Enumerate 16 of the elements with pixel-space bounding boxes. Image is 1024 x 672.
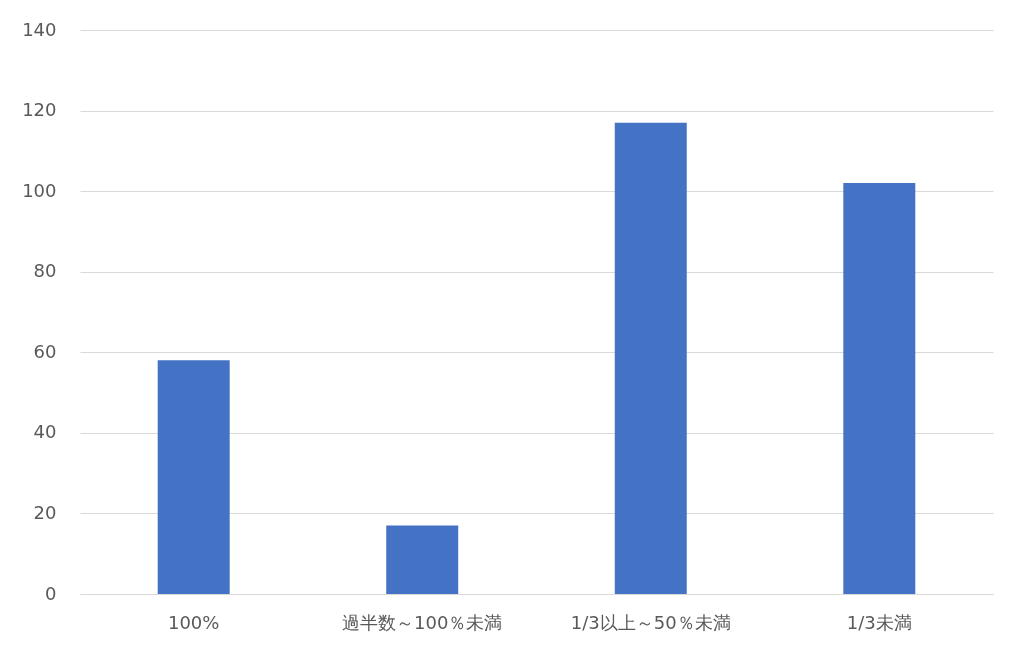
y-tick-label: 80 (33, 260, 57, 282)
bar (157, 360, 230, 594)
bar (843, 183, 916, 594)
bar (386, 525, 459, 594)
x-tick-label: 過半数～100％未満 (342, 611, 503, 633)
y-tick-label: 40 (33, 421, 57, 443)
y-tick-label: 100 (22, 179, 57, 201)
y-tick-label: 60 (33, 340, 57, 362)
x-tick-label: 1/3以上～50％未満 (570, 611, 731, 633)
y-tick-label: 0 (45, 582, 57, 604)
y-tick-label: 140 (22, 18, 57, 40)
x-tick-label: 100% (167, 611, 220, 633)
x-tick-label: 1/3未満 (846, 611, 912, 633)
y-tick-label: 20 (33, 501, 57, 523)
bar (614, 122, 687, 594)
y-tick-label: 120 (22, 99, 57, 121)
